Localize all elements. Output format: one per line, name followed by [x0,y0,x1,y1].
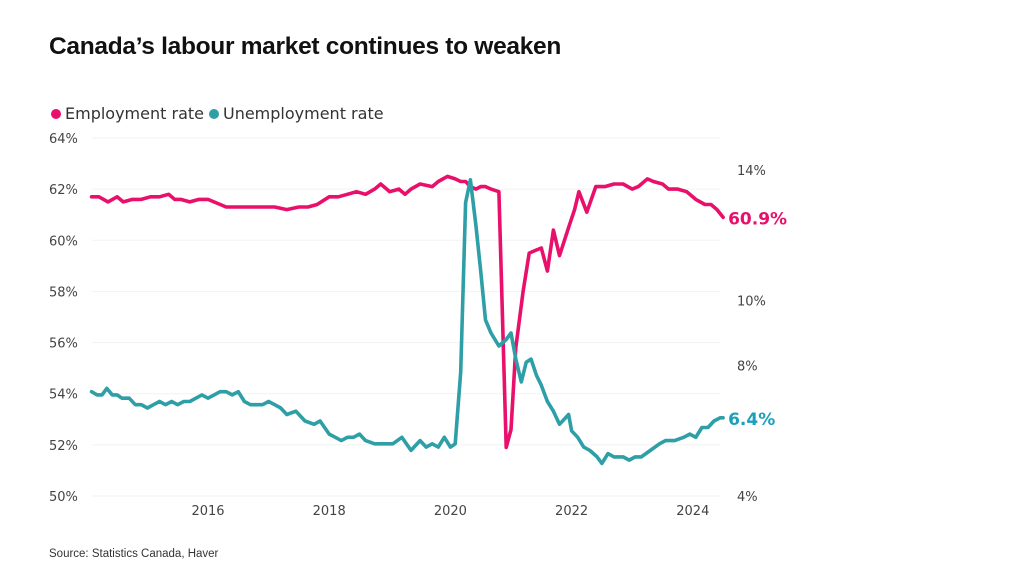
left-tick-label: 52% [49,439,78,454]
right-axis-ticks: 14% 10% 8% 4% [737,164,766,505]
left-tick-label: 62% [49,183,78,198]
left-tick-label: 50% [49,490,78,505]
right-tick-label: 4% [737,490,758,505]
right-tick-label: 8% [737,360,758,375]
left-tick-label: 58% [49,285,78,300]
x-tick-label: 2022 [555,504,588,519]
chart-legend: Employment rate Unemployment rate [51,104,389,123]
unemployment-rate-line [89,178,725,466]
left-tick-label: 60% [49,234,78,249]
right-tick-label: 10% [737,294,766,309]
legend-label-unemployment: Unemployment rate [222,104,384,123]
source-note: Source: Statistics Canada, Haver [49,548,219,560]
legend-dot-unemployment [208,108,219,119]
legend-dot-employment [51,108,61,119]
x-axis-ticks: 2016 2018 2020 2022 2024 [191,504,709,519]
employment-end-label: 60.9% [728,209,787,229]
x-tick-label: 2020 [434,504,467,519]
x-tick-label: 2016 [191,504,224,519]
left-axis-ticks: 64% 62% 60% 58% 56% 54% 52% 50% [49,132,78,505]
chart-title: Canada’s labour market continues to weak… [49,33,562,60]
legend-item-unemployment: Unemployment rate [208,104,384,123]
legend-item-employment: Employment rate [51,104,204,123]
series-lines [89,174,725,466]
end-labels: 60.9% 6.4% [728,209,787,429]
x-tick-label: 2024 [676,504,709,519]
legend-label-employment: Employment rate [65,104,204,123]
employment-rate-line [89,174,725,450]
unemployment-end-label: 6.4% [728,410,775,430]
left-tick-label: 64% [49,132,78,147]
x-tick-label: 2018 [313,504,346,519]
right-tick-label: 14% [737,164,766,179]
left-tick-label: 54% [49,388,78,403]
left-tick-label: 56% [49,337,78,352]
